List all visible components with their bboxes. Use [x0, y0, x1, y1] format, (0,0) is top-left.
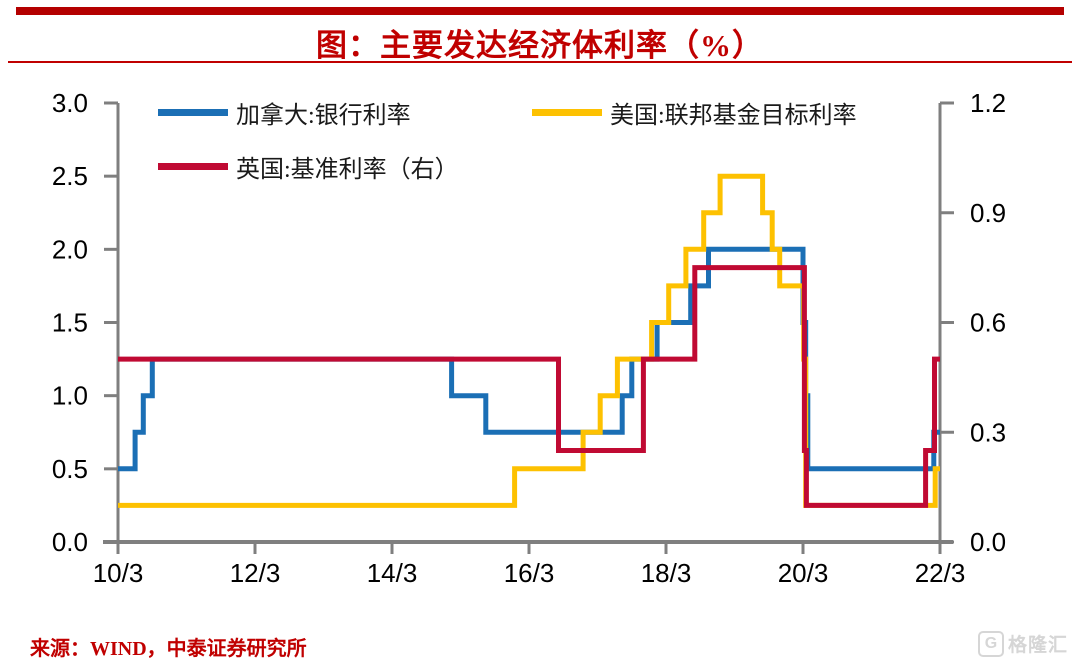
left-axis-tick-label: 1.0 — [52, 381, 88, 411]
x-axis-tick-label: 12/3 — [230, 558, 281, 588]
figure-title: 图：主要发达经济体利率（%） — [316, 28, 764, 63]
right-axis-tick-label: 0.0 — [970, 527, 1006, 557]
source-note: 来源：WIND，中泰证券研究所 — [30, 638, 307, 660]
left-axis-tick-label: 2.0 — [52, 234, 88, 264]
canada-line-swatch — [158, 108, 228, 116]
right-axis-tick-label: 0.9 — [970, 198, 1006, 228]
legend-label-canada: 加拿大:银行利率 — [236, 102, 411, 129]
left-axis-tick-label: 3.0 — [52, 88, 88, 118]
left-axis-tick-label: 0.0 — [52, 527, 88, 557]
x-axis-tick-label: 10/3 — [93, 558, 144, 588]
right-axis-tick-label: 1.2 — [970, 88, 1006, 118]
x-axis-tick-label: 16/3 — [504, 558, 555, 588]
legend-label-uk: 英国:基准利率（右） — [236, 156, 459, 183]
left-axis-tick-label: 2.5 — [52, 161, 88, 191]
legend-item-us: 美国:联邦基金目标利率 — [532, 98, 857, 129]
right-axis-tick-label: 0.6 — [970, 308, 1006, 338]
logo-icon: G — [977, 630, 1004, 657]
series-line-2 — [118, 265, 940, 508]
x-axis-tick-label: 20/3 — [778, 558, 829, 588]
right-axis-tick-label: 0.3 — [970, 417, 1006, 447]
left-axis-tick-label: 0.5 — [52, 454, 88, 484]
legend-label-us: 美国:联邦基金目标利率 — [610, 102, 857, 129]
x-axis-tick-label: 14/3 — [367, 558, 418, 588]
x-axis-tick-label: 18/3 — [641, 558, 692, 588]
watermark-logo: G 格隆汇 — [977, 630, 1068, 657]
legend-item-canada: 加拿大:银行利率 — [158, 98, 411, 129]
uk-line-swatch — [158, 162, 228, 170]
us-line-swatch — [532, 108, 602, 116]
title-divider — [8, 61, 1072, 63]
logo-text: 格隆汇 — [1007, 635, 1068, 656]
series-line-1 — [118, 173, 940, 508]
left-axis-tick-label: 1.5 — [52, 308, 88, 338]
legend-item-uk: 英国:基准利率（右） — [158, 152, 459, 183]
top-accent-bar — [16, 7, 1064, 15]
x-axis-tick-label: 22/3 — [915, 558, 966, 588]
